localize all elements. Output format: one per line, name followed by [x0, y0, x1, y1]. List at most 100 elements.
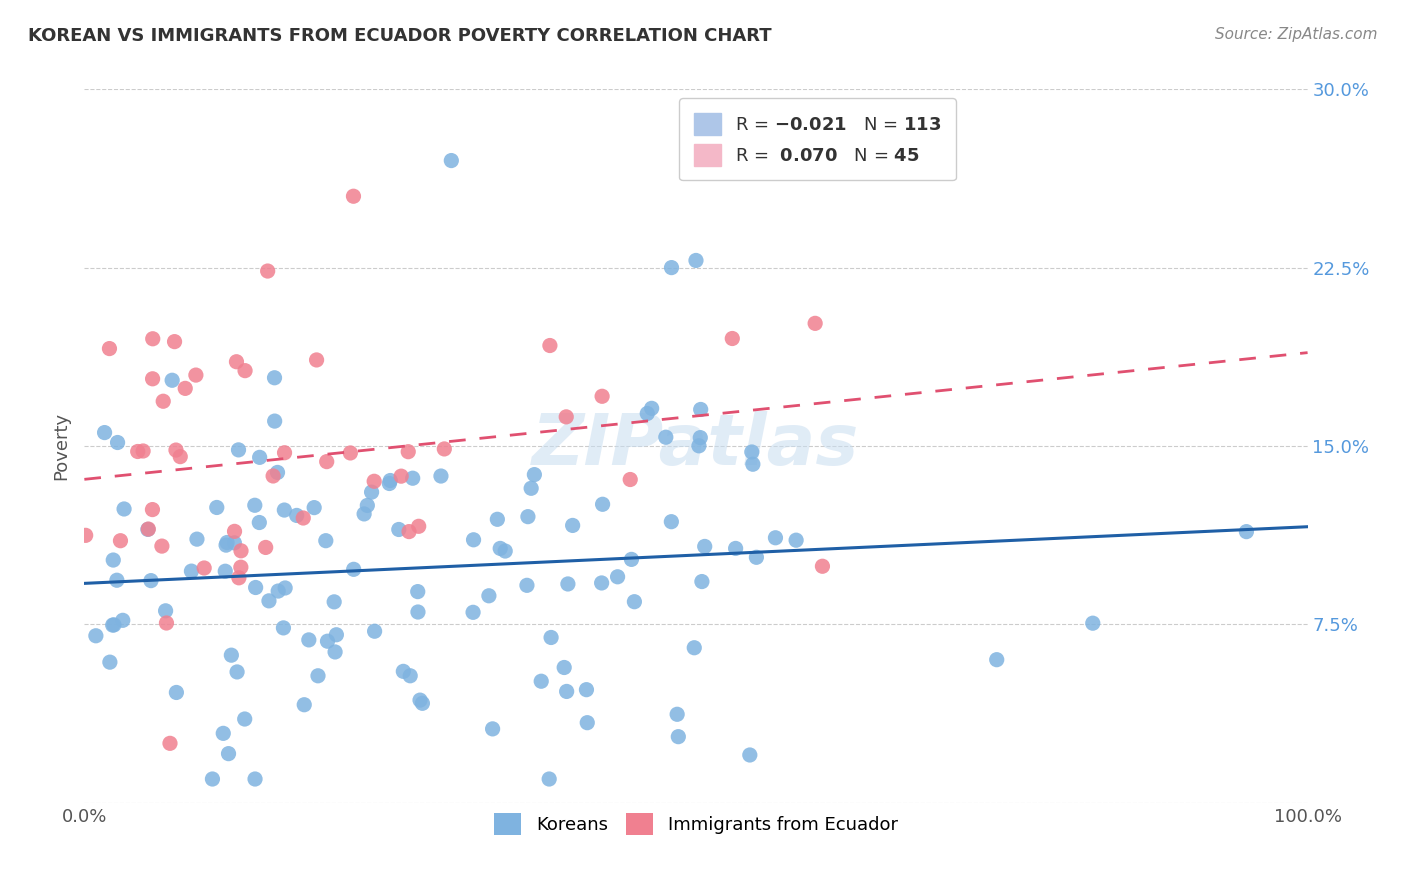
Point	[228, 442, 250, 457]
Point	[302, 500, 325, 515]
Point	[540, 631, 562, 645]
Point	[205, 500, 228, 515]
Point	[623, 595, 645, 609]
Point	[356, 499, 378, 513]
Point	[523, 467, 546, 482]
Point	[738, 747, 761, 762]
Point	[555, 409, 578, 424]
Point	[273, 503, 295, 517]
Point	[592, 497, 614, 511]
Point	[363, 624, 385, 639]
Point	[229, 543, 252, 558]
Point	[408, 519, 430, 533]
Point	[516, 578, 538, 592]
Point	[215, 535, 238, 549]
Point	[804, 316, 827, 330]
Point	[169, 450, 191, 464]
Point	[247, 516, 270, 530]
Point	[228, 571, 250, 585]
Point	[254, 541, 277, 555]
Point	[315, 455, 337, 469]
Point	[591, 389, 613, 403]
Point	[224, 536, 246, 550]
Point	[136, 522, 159, 536]
Point	[273, 446, 295, 460]
Point	[339, 446, 361, 460]
Text: ZIPatlas: ZIPatlas	[533, 411, 859, 481]
Point	[285, 508, 308, 523]
Point	[245, 581, 267, 595]
Point	[263, 414, 285, 428]
Point	[233, 712, 256, 726]
Point	[741, 457, 763, 471]
Point	[538, 338, 561, 352]
Point	[142, 372, 165, 386]
Point	[110, 533, 132, 548]
Point	[538, 772, 561, 786]
Point	[98, 342, 121, 356]
Point	[101, 618, 124, 632]
Point	[360, 485, 382, 500]
Point	[440, 153, 463, 168]
Point	[392, 665, 415, 679]
Point	[659, 515, 682, 529]
Point	[411, 696, 433, 710]
Point	[555, 684, 578, 698]
Point	[257, 594, 280, 608]
Point	[160, 373, 183, 387]
Point	[683, 640, 706, 655]
Point	[256, 264, 278, 278]
Point	[389, 469, 412, 483]
Point	[461, 605, 484, 619]
Point	[107, 435, 129, 450]
Point	[685, 253, 707, 268]
Point	[666, 730, 689, 744]
Point	[111, 613, 134, 627]
Point	[406, 605, 429, 619]
Point	[396, 444, 419, 458]
Point	[243, 498, 266, 512]
Point	[266, 466, 288, 480]
Point	[315, 533, 337, 548]
Point	[186, 532, 208, 546]
Point	[693, 540, 716, 554]
Point	[530, 674, 553, 689]
Point	[619, 473, 641, 487]
Point	[409, 693, 432, 707]
Point	[127, 444, 149, 458]
Point	[620, 552, 643, 566]
Point	[224, 524, 246, 539]
Point	[274, 581, 297, 595]
Point	[323, 645, 346, 659]
Point	[214, 564, 236, 578]
Point	[98, 655, 121, 669]
Point	[1236, 524, 1258, 539]
Point	[75, 528, 97, 542]
Point	[325, 628, 347, 642]
Point	[785, 533, 807, 548]
Point	[380, 474, 402, 488]
Point	[103, 553, 125, 567]
Point	[388, 523, 411, 537]
Point	[159, 736, 181, 750]
Point	[430, 469, 453, 483]
Point	[163, 334, 186, 349]
Point	[307, 669, 329, 683]
Point	[84, 629, 107, 643]
Point	[765, 531, 787, 545]
Point	[139, 574, 162, 588]
Point	[353, 507, 375, 521]
Point	[150, 539, 173, 553]
Point	[155, 604, 177, 618]
Point	[463, 533, 485, 547]
Point	[481, 722, 503, 736]
Point	[557, 577, 579, 591]
Point	[184, 368, 207, 382]
Point	[666, 707, 689, 722]
Point	[486, 512, 509, 526]
Y-axis label: Poverty: Poverty	[52, 412, 70, 480]
Point	[141, 502, 163, 516]
Point	[402, 471, 425, 485]
Point	[273, 621, 295, 635]
Point	[155, 615, 177, 630]
